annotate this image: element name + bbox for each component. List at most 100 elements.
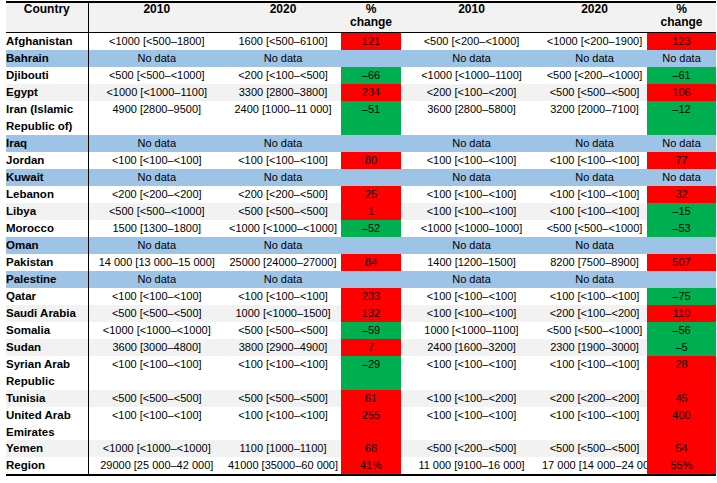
- table-row: Libya<500 [<500–<1000]<500 [<500–<500]1<…: [6, 203, 716, 220]
- table-row: IraqNo dataNo dataNo dataNo dataNo data: [6, 135, 716, 152]
- pct-change-cell-second: –56: [647, 322, 716, 339]
- table-row: Egypt<1000 [<1000–1100]3300 [2800–3800]2…: [6, 84, 716, 101]
- value-cell-2020-first: <500 [<500–<500]: [225, 390, 341, 407]
- value-cell-2010-first: <100 [<100–<100]: [88, 152, 225, 169]
- pct-change-cell-first: [341, 271, 401, 288]
- value-cell-2010-first: No data: [88, 169, 225, 186]
- pct-change-cell-second: No data: [647, 50, 716, 67]
- value-cell-2010-second: <100 [<100–<100]: [401, 288, 542, 305]
- value-cell-2010-first: No data: [88, 135, 225, 152]
- country-cell: Jordan: [6, 152, 88, 169]
- value-cell-2020-first: <100 [<100–<100]: [225, 152, 341, 169]
- pct-change-cell-second: 123: [647, 33, 716, 51]
- value-cell-2020-first: <1000 [<1000–<1000]: [225, 220, 341, 237]
- value-cell-2010-second: <100 [<100–<100]: [401, 152, 542, 169]
- table-row: Afghanistan<1000 [<500–1800]1600 [<500–6…: [6, 33, 716, 51]
- value-cell-2020-first: <100 [<100–<100]: [225, 356, 341, 390]
- value-cell-2010-second: <1000 [<1000–1100]: [401, 67, 542, 84]
- value-cell-2010-first: 3600 [3000–4800]: [88, 339, 225, 356]
- value-cell-2010-first: <500 [<500–<500]: [88, 390, 225, 407]
- value-cell-2010-first: <100 [<100–<100]: [88, 288, 225, 305]
- pct-change-cell-second: 507: [647, 254, 716, 271]
- value-cell-2010-first: <1000 [<1000–1100]: [88, 84, 225, 101]
- country-cell: Qatar: [6, 288, 88, 305]
- country-cell: Pakistan: [6, 254, 88, 271]
- pct-change-cell-second: No data: [647, 135, 716, 152]
- pct-change-cell-first: 25: [341, 186, 401, 203]
- value-cell-2010-second: <100 [<100–<100]: [401, 305, 542, 322]
- value-cell-2020-second: <200 [<200–<200]: [542, 390, 647, 407]
- country-cell: Afghanistan: [6, 33, 88, 51]
- pct-change-cell-first: 68: [341, 440, 401, 457]
- country-cell: Saudi Arabia: [6, 305, 88, 322]
- pct-change-cell-second: –75: [647, 288, 716, 305]
- value-cell-2010-first: No data: [88, 50, 225, 67]
- country-cell: Djibouti: [6, 67, 88, 84]
- pct-change-cell-second: 28: [647, 356, 716, 390]
- value-cell-2020-second: No data: [542, 237, 647, 254]
- value-cell-2020-first: <500 [<500–<500]: [225, 322, 341, 339]
- value-cell-2020-first: No data: [225, 237, 341, 254]
- value-cell-2010-second: No data: [401, 50, 542, 67]
- pct-header-line2: change: [647, 16, 716, 29]
- pct-change-cell-first: [341, 237, 401, 254]
- value-cell-2010-second: <500 [<200–<1000]: [401, 33, 542, 51]
- header-pct-change-first: % change: [341, 2, 401, 33]
- pct-change-cell-second: 32: [647, 186, 716, 203]
- pct-change-cell-first: 41%: [341, 457, 401, 475]
- value-cell-2020-second: No data: [542, 169, 647, 186]
- country-cell: Iraq: [6, 135, 88, 152]
- pct-change-cell-second: 54: [647, 440, 716, 457]
- pct-change-cell-second: 45: [647, 390, 716, 407]
- country-cell: Morocco: [6, 220, 88, 237]
- pct-change-cell-first: 255: [341, 407, 401, 440]
- value-cell-2020-first: 41000 [35000–60 000]: [225, 457, 341, 475]
- country-cell: Tunisia: [6, 390, 88, 407]
- value-cell-2010-second: No data: [401, 237, 542, 254]
- pct-change-cell-second: –5: [647, 339, 716, 356]
- value-cell-2020-second: No data: [542, 271, 647, 288]
- pct-change-cell-second: 55%: [647, 457, 716, 475]
- table-body: Afghanistan<1000 [<500–1800]1600 [<500–6…: [6, 33, 716, 476]
- country-statistics-table-container: Country 2010 2020 % change 2010 2020 % c…: [6, 1, 716, 476]
- value-cell-2020-first: 3800 [2900–4900]: [225, 339, 341, 356]
- value-cell-2020-second: 3200 [2000–7100]: [542, 101, 647, 135]
- pct-change-cell-first: 121: [341, 33, 401, 51]
- table-row: Tunisia<500 [<500–<500]<500 [<500–<500]6…: [6, 390, 716, 407]
- value-cell-2010-second: No data: [401, 135, 542, 152]
- country-statistics-table: Country 2010 2020 % change 2010 2020 % c…: [6, 1, 716, 476]
- value-cell-2010-second: 3600 [2800–5800]: [401, 101, 542, 135]
- pct-change-cell-second: 400: [647, 407, 716, 440]
- value-cell-2010-first: No data: [88, 271, 225, 288]
- value-cell-2020-second: <500 [<500–<500]: [542, 84, 647, 101]
- value-cell-2010-first: <500 [<500–<1000]: [88, 203, 225, 220]
- country-cell: Egypt: [6, 84, 88, 101]
- value-cell-2020-second: <500 [<500–<1000]: [542, 322, 647, 339]
- value-cell-2010-second: No data: [401, 169, 542, 186]
- table-row: Jordan<100 [<100–<100]<100 [<100–<100]80…: [6, 152, 716, 169]
- table-row: Yemen<1000 [<1000–<1000]1100 [1000–1100]…: [6, 440, 716, 457]
- header-2020-second: 2020: [542, 2, 647, 33]
- value-cell-2010-second: 11 000 [9100–16 000]: [401, 457, 542, 475]
- value-cell-2010-second: <200 [<100–<200]: [401, 84, 542, 101]
- country-cell: Syrian Arab Republic: [6, 356, 88, 390]
- table-row: Morocco1500 [1300–1800]<1000 [<1000–<100…: [6, 220, 716, 237]
- header-2010-first: 2010: [88, 2, 225, 33]
- pct-change-cell-first: 1: [341, 203, 401, 220]
- value-cell-2020-second: 2300 [1900–3000]: [542, 339, 647, 356]
- table-row: Qatar<100 [<100–<100]<100 [<100–<100]233…: [6, 288, 716, 305]
- table-row: Djibouti<500 [<500–<1000]<200 [<100–<500…: [6, 67, 716, 84]
- value-cell-2020-second: <500 [<500–<500]: [542, 440, 647, 457]
- value-cell-2020-first: 3300 [2800–3800]: [225, 84, 341, 101]
- table-row: Lebanon<200 [<200–<200]<200 [<200–<500]2…: [6, 186, 716, 203]
- value-cell-2020-first: <500 [<500–<500]: [225, 203, 341, 220]
- table-row: Iran (Islamic Republic of)4900 [2800–950…: [6, 101, 716, 135]
- pct-change-cell-second: 110: [647, 305, 716, 322]
- value-cell-2010-second: <1000 [<1000–1000]: [401, 220, 542, 237]
- pct-change-cell-first: 132: [341, 305, 401, 322]
- pct-change-cell-first: [341, 50, 401, 67]
- country-cell: Bahrain: [6, 50, 88, 67]
- table-header: Country 2010 2020 % change 2010 2020 % c…: [6, 2, 716, 33]
- value-cell-2010-second: <500 [<200–<500]: [401, 440, 542, 457]
- pct-change-cell-second: –15: [647, 203, 716, 220]
